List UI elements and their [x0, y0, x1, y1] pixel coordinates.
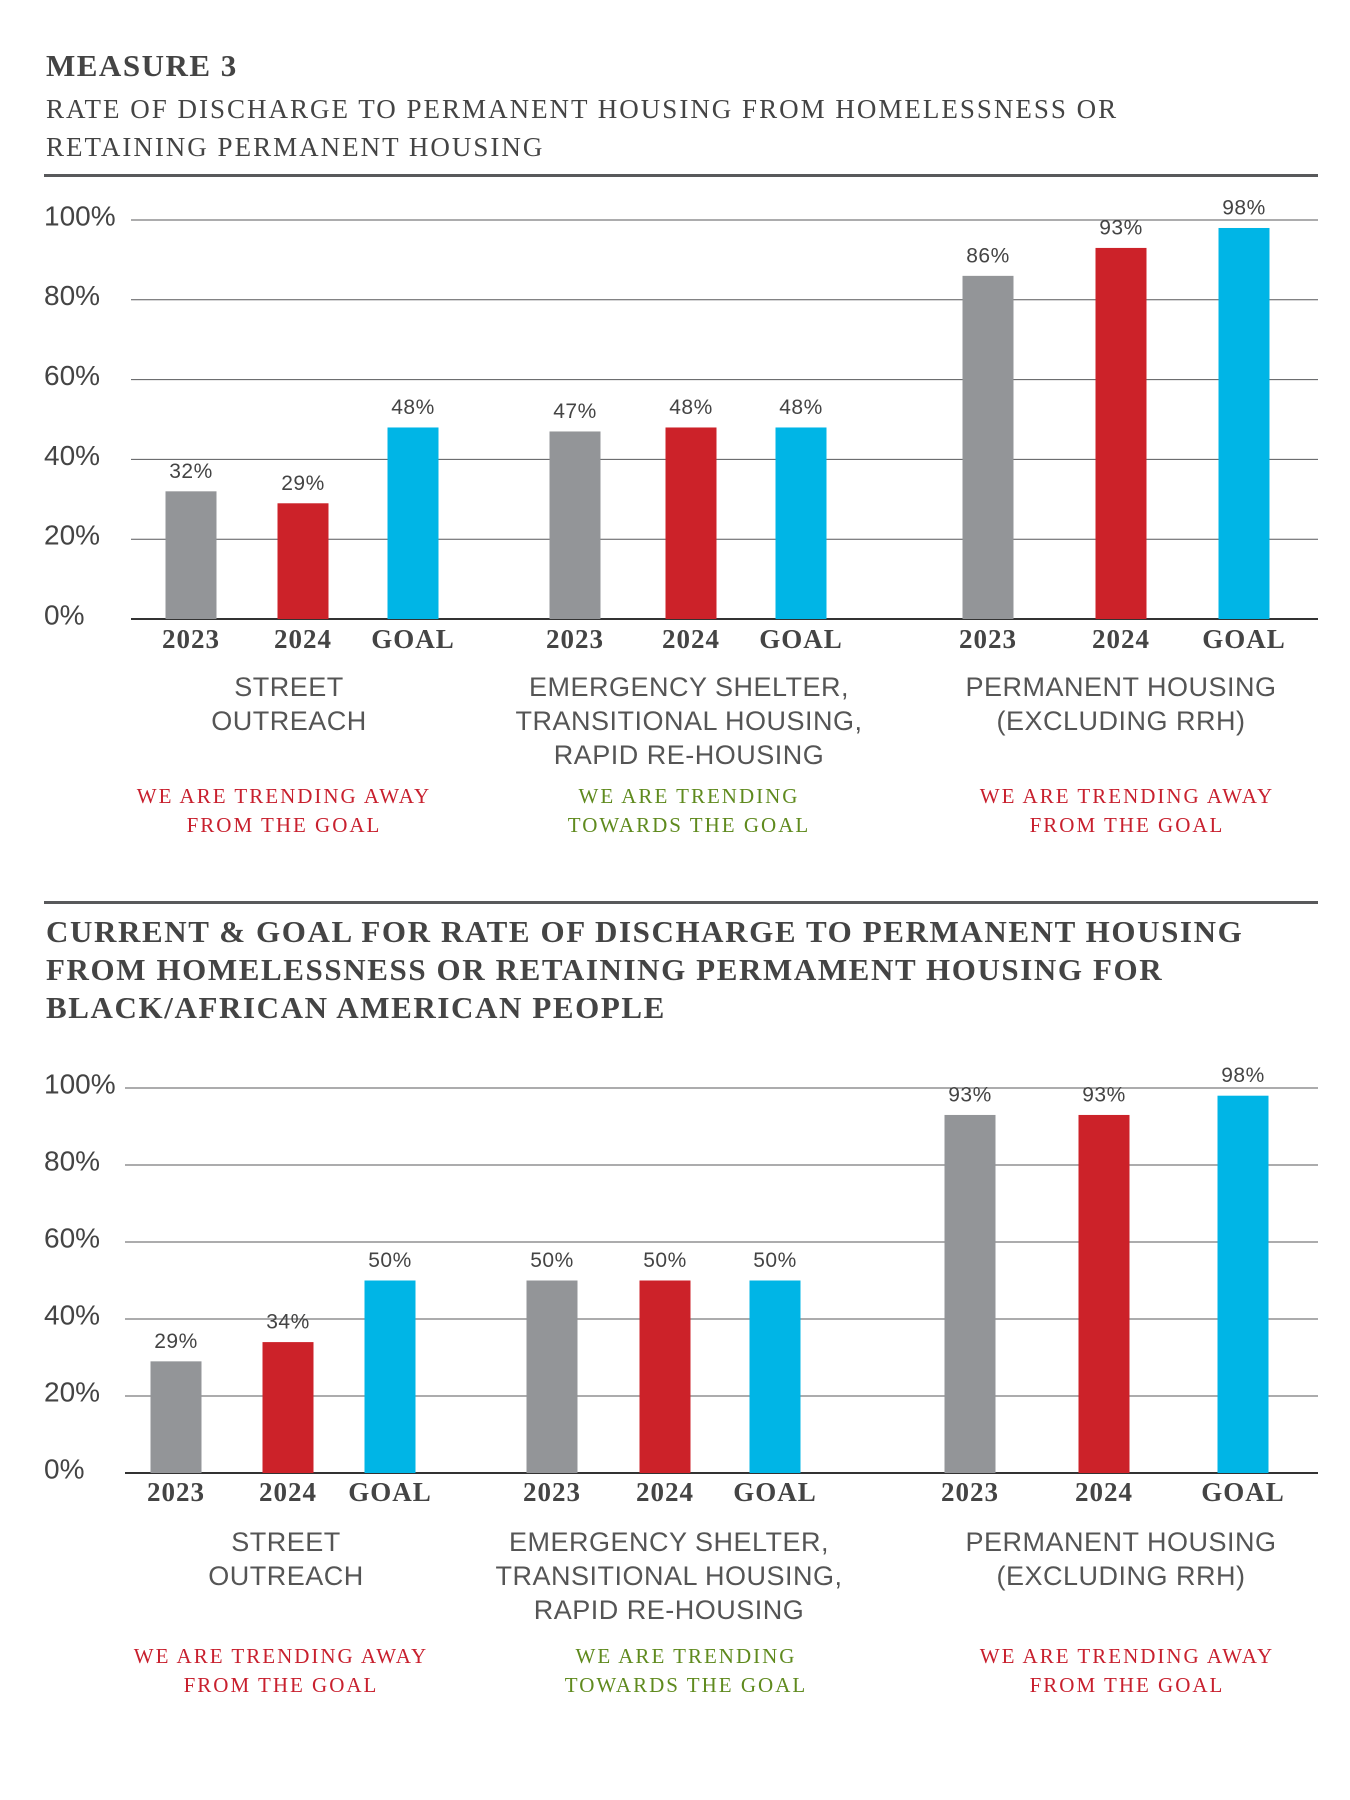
group-label: STREET OUTREACH	[208, 1527, 364, 1591]
x-tick-label: GOAL	[371, 624, 455, 654]
group-label: STREET OUTREACH	[211, 672, 367, 736]
value-label: 50%	[643, 1249, 687, 1272]
group-label: EMERGENCY SHELTER, TRANSITIONAL HOUSING,…	[495, 1527, 843, 1625]
value-label: 50%	[753, 1249, 797, 1272]
value-label: 86%	[966, 244, 1010, 267]
group-label: PERMANENT HOUSING (EXCLUDING RRH)	[965, 1527, 1277, 1591]
value-label: 29%	[154, 1330, 198, 1353]
value-label: 48%	[391, 396, 435, 419]
value-label: 34%	[266, 1311, 310, 1334]
x-tick-label: GOAL	[733, 1477, 817, 1507]
bar	[549, 431, 601, 619]
value-label: 50%	[530, 1249, 574, 1272]
value-label: 32%	[169, 460, 213, 483]
x-tick-label: 2024	[1075, 1477, 1133, 1507]
group-label: PERMANENT HOUSING (EXCLUDING RRH)	[965, 672, 1277, 736]
x-tick-label: 2023	[959, 624, 1017, 654]
bar	[665, 427, 717, 619]
trend-note: WE ARE TRENDING TOWARDS THE GOAL	[564, 1644, 808, 1697]
bar	[1217, 1095, 1269, 1473]
y-tick-label: 0%	[44, 599, 84, 630]
value-label: 50%	[368, 1249, 412, 1272]
section-rule	[44, 174, 1318, 177]
bar	[1078, 1114, 1130, 1473]
y-tick-label: 40%	[44, 1299, 100, 1330]
y-tick-label: 60%	[44, 360, 100, 391]
bar	[775, 427, 827, 619]
bar	[639, 1280, 691, 1473]
y-tick-label: 40%	[44, 440, 100, 471]
bar	[165, 491, 217, 619]
bar	[262, 1342, 314, 1473]
trend-note: WE ARE TRENDING AWAY FROM THE GOAL	[136, 784, 432, 837]
chart-heading: MEASURE 3	[46, 48, 238, 83]
value-label: 48%	[669, 396, 713, 419]
x-tick-label: 2023	[546, 624, 604, 654]
value-label: 29%	[281, 472, 325, 495]
x-tick-label: 2024	[636, 1477, 694, 1507]
chart-title: CURRENT & GOAL FOR RATE OF DISCHARGE TO …	[46, 914, 1244, 1025]
value-label: 93%	[948, 1083, 992, 1106]
x-tick-label: 2024	[662, 624, 720, 654]
y-tick-label: 60%	[44, 1222, 100, 1253]
value-label: 98%	[1221, 1064, 1265, 1087]
value-label: 48%	[779, 396, 823, 419]
bar	[364, 1280, 416, 1473]
trend-note: WE ARE TRENDING AWAY FROM THE GOAL	[979, 1644, 1275, 1697]
bar	[387, 427, 439, 619]
chart-title: RATE OF DISCHARGE TO PERMANENT HOUSING F…	[46, 94, 1119, 162]
value-label: 47%	[553, 400, 597, 423]
x-tick-label: 2024	[274, 624, 332, 654]
x-tick-label: 2023	[523, 1477, 581, 1507]
x-tick-label: GOAL	[1202, 624, 1286, 654]
y-tick-label: 0%	[44, 1453, 84, 1484]
x-tick-label: 2023	[941, 1477, 999, 1507]
value-label: 93%	[1099, 216, 1143, 239]
value-label: 98%	[1222, 197, 1266, 220]
bar	[1218, 227, 1270, 620]
y-tick-label: 80%	[44, 1145, 100, 1176]
bar	[1095, 247, 1147, 619]
x-tick-label: 2023	[147, 1477, 205, 1507]
bar	[277, 503, 329, 619]
bar	[749, 1280, 801, 1473]
bar	[526, 1280, 578, 1473]
y-tick-label: 20%	[44, 1376, 100, 1407]
x-tick-label: 2023	[162, 624, 220, 654]
section-rule	[44, 901, 1318, 904]
trend-note: WE ARE TRENDING AWAY FROM THE GOAL	[979, 784, 1275, 837]
trend-note: WE ARE TRENDING AWAY FROM THE GOAL	[133, 1644, 429, 1697]
x-tick-label: GOAL	[759, 624, 843, 654]
bar	[962, 275, 1014, 619]
y-tick-label: 20%	[44, 520, 100, 551]
y-tick-label: 80%	[44, 280, 100, 311]
x-tick-label: 2024	[259, 1477, 317, 1507]
x-tick-label: GOAL	[348, 1477, 432, 1507]
y-tick-label: 100%	[44, 200, 116, 231]
x-tick-label: GOAL	[1201, 1477, 1285, 1507]
bar	[944, 1114, 996, 1473]
group-label: EMERGENCY SHELTER, TRANSITIONAL HOUSING,…	[515, 672, 863, 770]
x-tick-label: 2024	[1092, 624, 1150, 654]
trend-note: WE ARE TRENDING TOWARDS THE GOAL	[567, 784, 811, 837]
y-tick-label: 100%	[44, 1068, 116, 1099]
value-label: 93%	[1082, 1083, 1126, 1106]
bar	[150, 1361, 202, 1473]
